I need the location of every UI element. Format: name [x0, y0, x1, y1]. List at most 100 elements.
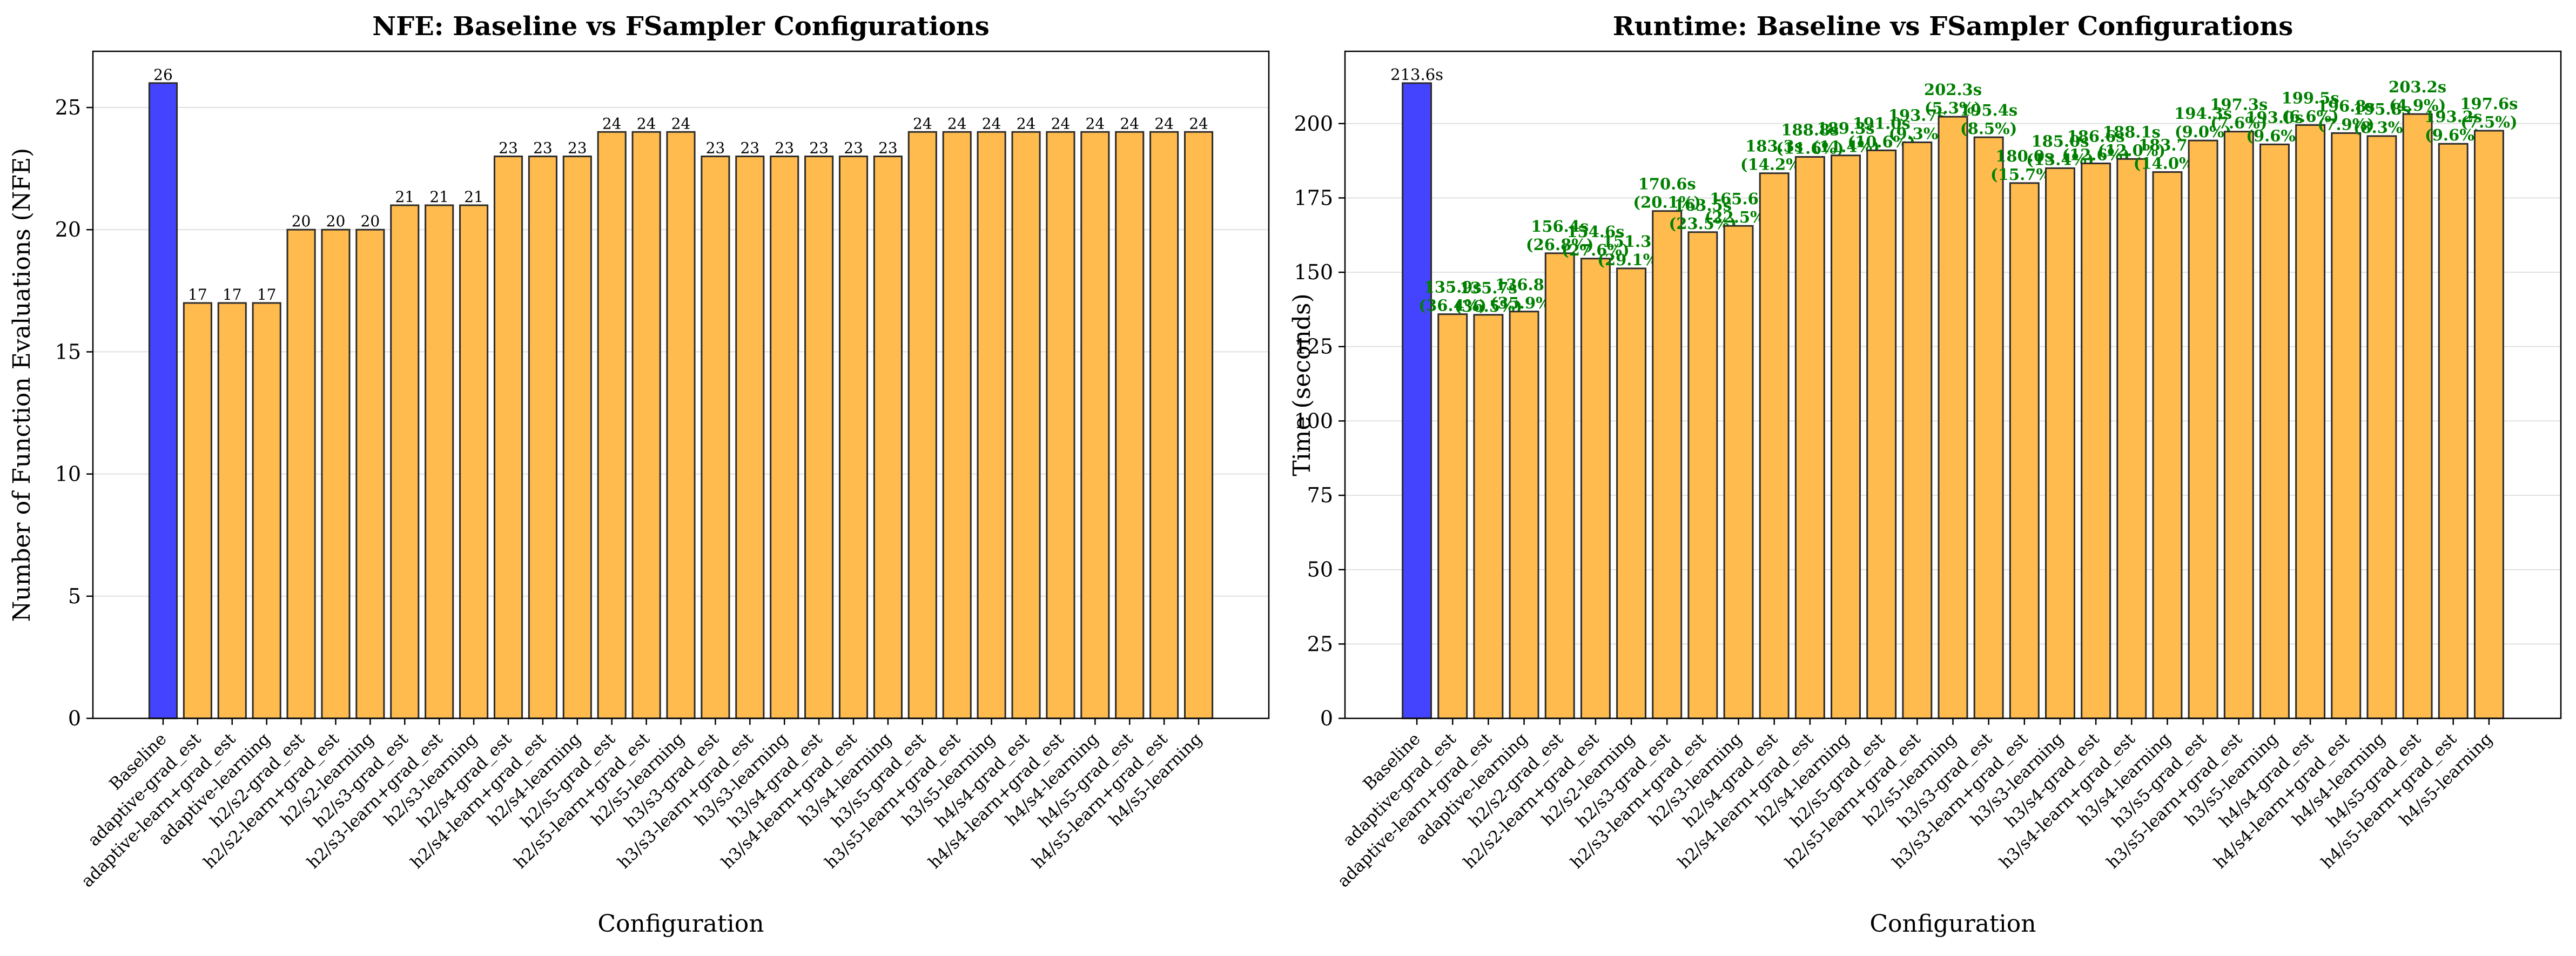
nfe-value-label: 26 [153, 66, 173, 84]
nfe-bar [1080, 131, 1110, 719]
runtime-value-label: 154.6s [1566, 223, 1624, 241]
nfe-value-label: 23 [844, 139, 863, 157]
nfe-axes-frame [92, 50, 1270, 719]
nfe-bar [562, 156, 592, 719]
runtime-savings-label: (5.3%) [1925, 99, 1981, 117]
runtime-value-label: 213.6s [1390, 65, 1443, 84]
runtime-savings-label: (12.0%) [2097, 141, 2165, 159]
nfe-ytick-label: 5 [68, 584, 81, 608]
nfe-x-axis-label: Configuration [597, 910, 764, 938]
runtime-value-label: 194.3s [2174, 104, 2232, 123]
nfe-bar [1011, 131, 1041, 719]
runtime-savings-label: (9.3%) [1889, 124, 1946, 143]
runtime-ytick-label: 150 [1294, 260, 1333, 284]
nfe-value-label: 24 [1120, 115, 1139, 132]
nfe-bar [873, 156, 903, 719]
runtime-bar [1473, 314, 1504, 719]
runtime-savings-label: (26.8%) [1526, 235, 1594, 254]
nfe-value-label: 23 [775, 139, 794, 157]
nfe-title: NFE: Baseline vs FSampler Configurations [372, 11, 990, 42]
runtime-bar [1938, 116, 1968, 719]
runtime-bar [1687, 231, 1718, 719]
runtime-savings-label: (11.6%) [1776, 139, 1844, 157]
runtime-bar [1580, 258, 1611, 719]
nfe-bar [735, 156, 765, 719]
runtime-ytick-label: 75 [1307, 483, 1333, 507]
nfe-value-label: 23 [499, 139, 518, 157]
nfe-y-axis-label: Number of Function Evaluations (NFE) [8, 148, 36, 622]
runtime-bar [1794, 156, 1825, 719]
runtime-value-label: 183.3s [1745, 137, 1803, 156]
nfe-bar [217, 302, 247, 719]
runtime-value-label: 188.8s [1781, 120, 1839, 139]
nfe-ytick-label: 20 [55, 218, 81, 241]
nfe-baseline-bar [148, 82, 178, 719]
nfe-value-label: 24 [602, 115, 622, 132]
runtime-value-label: 197.6s [2460, 95, 2518, 113]
runtime-value-label: 185.0s [2031, 132, 2089, 150]
runtime-ytick-label: 50 [1307, 558, 1333, 582]
runtime-value-label: 193.2s [2424, 107, 2482, 126]
runtime-bar [2152, 171, 2183, 719]
nfe-value-label: 24 [913, 115, 932, 132]
runtime-bar [1544, 252, 1575, 719]
nfe-value-label: 17 [188, 286, 207, 304]
nfe-bar [597, 131, 627, 719]
runtime-bar [2438, 143, 2469, 719]
nfe-value-label: 23 [878, 139, 898, 157]
runtime-value-label: 135.9s [1424, 278, 1482, 297]
runtime-x-axis-label: Configuration [1869, 910, 2036, 938]
nfe-value-label: 23 [809, 139, 829, 157]
nfe-value-label: 21 [464, 188, 483, 206]
runtime-value-label: 193.0s [2245, 108, 2303, 126]
runtime-value-label: 202.3s [1924, 80, 1982, 99]
runtime-value-label: 196.8s [2317, 97, 2375, 115]
runtime-savings-label: (9.6%) [2246, 126, 2303, 145]
runtime-savings-label: (9.0%) [2175, 123, 2231, 141]
runtime-title: Runtime: Baseline vs FSampler Configurat… [1613, 11, 2293, 42]
runtime-savings-label: (7.6%) [2210, 114, 2267, 132]
runtime-bar [2081, 163, 2111, 719]
runtime-bar [2366, 135, 2397, 719]
nfe-value-label: 17 [223, 286, 242, 304]
runtime-value-label: 136.8s [1495, 275, 1553, 294]
nfe-bar [355, 228, 385, 719]
runtime-bar [1616, 267, 1647, 719]
nfe-bar [252, 302, 281, 719]
runtime-value-label: 188.1s [2103, 123, 2161, 141]
runtime-value-label: 191.0s [1853, 114, 1911, 132]
nfe-value-label: 24 [1086, 115, 1105, 132]
runtime-ytick-label: 175 [1294, 186, 1333, 210]
runtime-savings-label: (4.9%) [2389, 96, 2446, 115]
nfe-bar [183, 302, 212, 719]
runtime-savings-label: (20.1%) [1633, 193, 1701, 212]
runtime-ytick-label: 100 [1294, 409, 1333, 433]
runtime-savings-label: (7.9%) [2318, 115, 2375, 133]
runtime-bar [1831, 154, 1861, 719]
runtime-bar [2473, 130, 2504, 719]
nfe-value-label: 24 [947, 115, 967, 132]
runtime-bar [1509, 311, 1539, 719]
runtime-ytick-label: 200 [1294, 112, 1333, 136]
nfe-bar [1046, 131, 1075, 719]
nfe-bar [666, 131, 696, 719]
runtime-value-label: 199.5s [2282, 89, 2339, 107]
runtime-bar [2223, 131, 2254, 719]
runtime-bar [1759, 172, 1790, 719]
runtime-value-label: 151.3s [1602, 232, 1660, 251]
nfe-bar [1149, 131, 1179, 719]
runtime-value-label: 186.6s [2067, 127, 2125, 146]
runtime-bar [2009, 182, 2040, 719]
nfe-bar [804, 156, 834, 719]
runtime-ytick-label: 0 [1320, 706, 1333, 730]
nfe-value-label: 24 [1189, 115, 1208, 132]
nfe-value-label: 24 [1017, 115, 1036, 132]
nfe-ytick-label: 10 [55, 462, 81, 486]
nfe-value-label: 20 [326, 212, 346, 230]
runtime-ytick-label: 25 [1307, 632, 1333, 656]
nfe-value-label: 21 [429, 188, 449, 206]
runtime-value-label: 189.3s [1817, 119, 1874, 138]
runtime-bar [1866, 149, 1897, 719]
nfe-bar [770, 156, 799, 719]
